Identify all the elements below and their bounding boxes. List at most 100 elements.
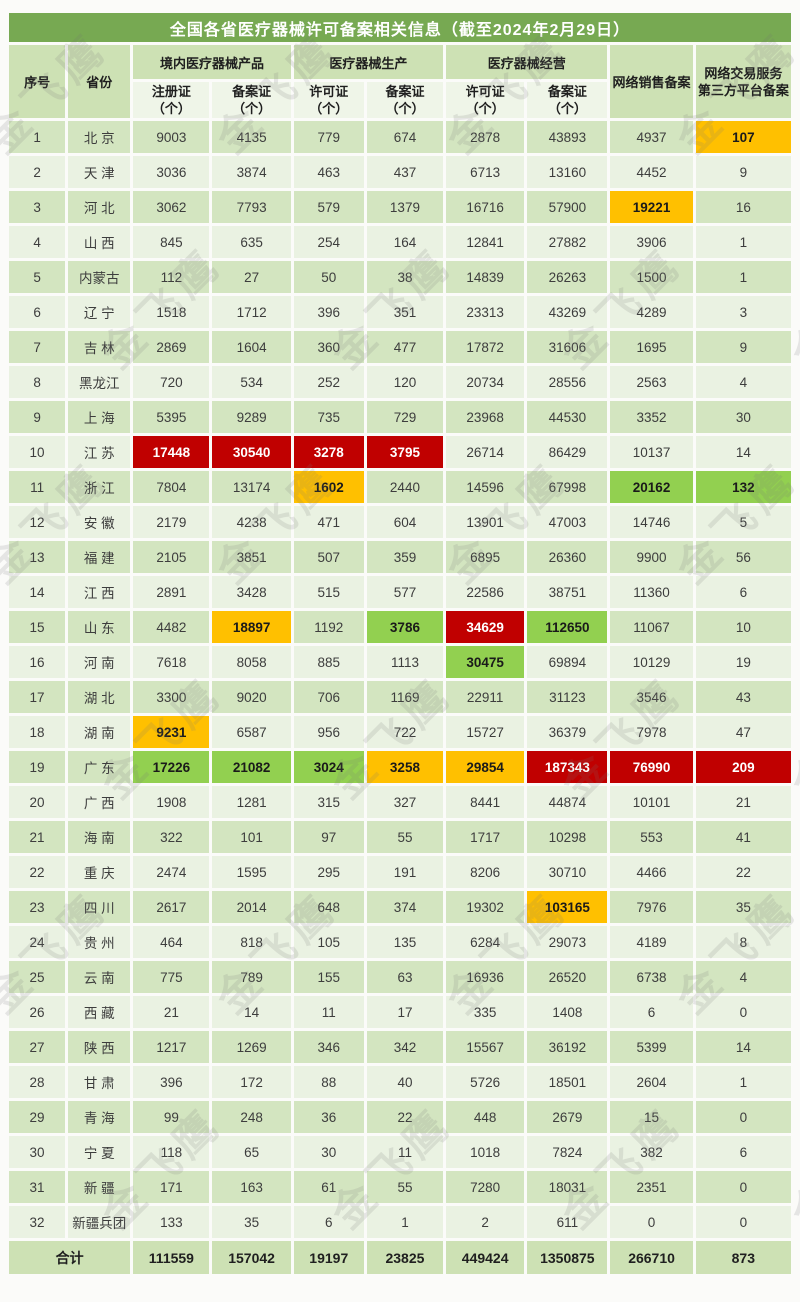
cell-province: 浙 江: [68, 471, 131, 503]
cell-seq: 18: [9, 716, 66, 748]
cell-value: 4482: [133, 611, 210, 643]
cell-value: 1: [366, 1206, 444, 1238]
cell-value: 4452: [610, 156, 693, 188]
cell-seq: 31: [9, 1171, 66, 1203]
cell-value: 155: [293, 961, 364, 993]
cell-value: 1595: [212, 856, 291, 888]
cell-province: 广 东: [68, 751, 131, 783]
cell-seq: 19: [9, 751, 66, 783]
total-value: 19197: [293, 1241, 364, 1274]
cell-seq: 15: [9, 611, 66, 643]
cell-value: 1717: [446, 821, 525, 853]
cell-value: 4: [695, 366, 791, 398]
table-row: 18 湖 南 9231 6587 956 722 15727 36379 7978 47: [9, 716, 791, 748]
cell-seq: 26: [9, 996, 66, 1028]
col-header-filing-cert-products: 备案证 （个）: [212, 82, 291, 118]
cell-value: 16716: [446, 191, 525, 223]
cell-value: 342: [366, 1031, 444, 1063]
cell-value: 579: [293, 191, 364, 223]
cell-value: 17: [366, 996, 444, 1028]
table-row: 11 浙 江 7804 13174 1602 2440 14596 67998 20162 132: [9, 471, 791, 503]
cell-value: 30: [695, 401, 791, 433]
cell-value: 135: [366, 926, 444, 958]
table-row: 15 山 东 4482 18897 1192 3786 34629 112650 11067 10: [9, 611, 791, 643]
table-row: 17 湖 北 3300 9020 706 1169 22911 31123 3546 43: [9, 681, 791, 713]
cell-value: 1169: [366, 681, 444, 713]
cell-province: 江 西: [68, 576, 131, 608]
cell-province: 青 海: [68, 1101, 131, 1133]
cell-seq: 21: [9, 821, 66, 853]
cell-value: 1408: [527, 996, 608, 1028]
cell-value: 8: [695, 926, 791, 958]
cell-value: 30540: [212, 436, 291, 468]
cell-value: 26263: [527, 261, 608, 293]
cell-value: 648: [293, 891, 364, 923]
cell-value: 611: [527, 1206, 608, 1238]
total-value: 1350875: [527, 1241, 608, 1274]
cell-value: 31123: [527, 681, 608, 713]
cell-value: 845: [133, 226, 210, 258]
cell-value: 735: [293, 401, 364, 433]
cell-value: 2: [446, 1206, 525, 1238]
table-row: 25 云 南 775 789 155 63 16936 26520 6738 4: [9, 961, 791, 993]
cell-value: 464: [133, 926, 210, 958]
cell-value: 10129: [610, 646, 693, 678]
cell-value: 22586: [446, 576, 525, 608]
cell-value: 553: [610, 821, 693, 853]
cell-province: 新疆兵团: [68, 1206, 131, 1238]
cell-value: 1: [695, 261, 791, 293]
cell-value: 55: [366, 1171, 444, 1203]
cell-value: 0: [695, 1101, 791, 1133]
cell-value: 65: [212, 1136, 291, 1168]
cell-value: 2891: [133, 576, 210, 608]
cell-value: 779: [293, 121, 364, 153]
cell-value: 1192: [293, 611, 364, 643]
table-row: 26 西 藏 21 14 11 17 335 1408 6 0: [9, 996, 791, 1028]
cell-seq: 16: [9, 646, 66, 678]
cell-value: 30710: [527, 856, 608, 888]
total-row: 合计 111559 157042 19197 23825 449424 1350875 26…: [9, 1241, 791, 1274]
table-row: 16 河 南 7618 8058 885 1113 30475 69894 10129 19: [9, 646, 791, 678]
table-row: 14 江 西 2891 3428 515 577 22586 38751 11360 6: [9, 576, 791, 608]
cell-value: 6: [293, 1206, 364, 1238]
cell-value: 10298: [527, 821, 608, 853]
license-filing-table: 全国各省医疗器械许可备案相关信息（截至2024年2月29日） 序号 省份 境内医…: [6, 10, 794, 1277]
cell-province: 宁 夏: [68, 1136, 131, 1168]
cell-value: 107: [695, 121, 791, 153]
cell-value: 10137: [610, 436, 693, 468]
cell-value: 396: [133, 1066, 210, 1098]
cell-value: 4937: [610, 121, 693, 153]
cell-province: 海 南: [68, 821, 131, 853]
cell-seq: 8: [9, 366, 66, 398]
cell-province: 山 东: [68, 611, 131, 643]
cell-value: 382: [610, 1136, 693, 1168]
cell-province: 新 疆: [68, 1171, 131, 1203]
cell-value: 1695: [610, 331, 693, 363]
cell-value: 14839: [446, 261, 525, 293]
cell-value: 3851: [212, 541, 291, 573]
cell-seq: 23: [9, 891, 66, 923]
total-label: 合计: [9, 1241, 131, 1274]
cell-value: 26360: [527, 541, 608, 573]
cell-value: 20734: [446, 366, 525, 398]
cell-value: 13901: [446, 506, 525, 538]
cell-province: 陕 西: [68, 1031, 131, 1063]
cell-seq: 1: [9, 121, 66, 153]
cell-value: 56: [695, 541, 791, 573]
cell-value: 1217: [133, 1031, 210, 1063]
cell-value: 635: [212, 226, 291, 258]
cell-value: 9289: [212, 401, 291, 433]
cell-value: 50: [293, 261, 364, 293]
table-row: 30 宁 夏 118 65 30 11 1018 7824 382 6: [9, 1136, 791, 1168]
cell-value: 164: [366, 226, 444, 258]
cell-value: 20162: [610, 471, 693, 503]
cell-value: 38751: [527, 576, 608, 608]
cell-value: 191: [366, 856, 444, 888]
cell-value: 16936: [446, 961, 525, 993]
col-header-license-production: 许可证 （个）: [293, 82, 364, 118]
cell-value: 3062: [133, 191, 210, 223]
table-row: 19 广 东 17226 21082 3024 3258 29854 187343 76990 2…: [9, 751, 791, 783]
